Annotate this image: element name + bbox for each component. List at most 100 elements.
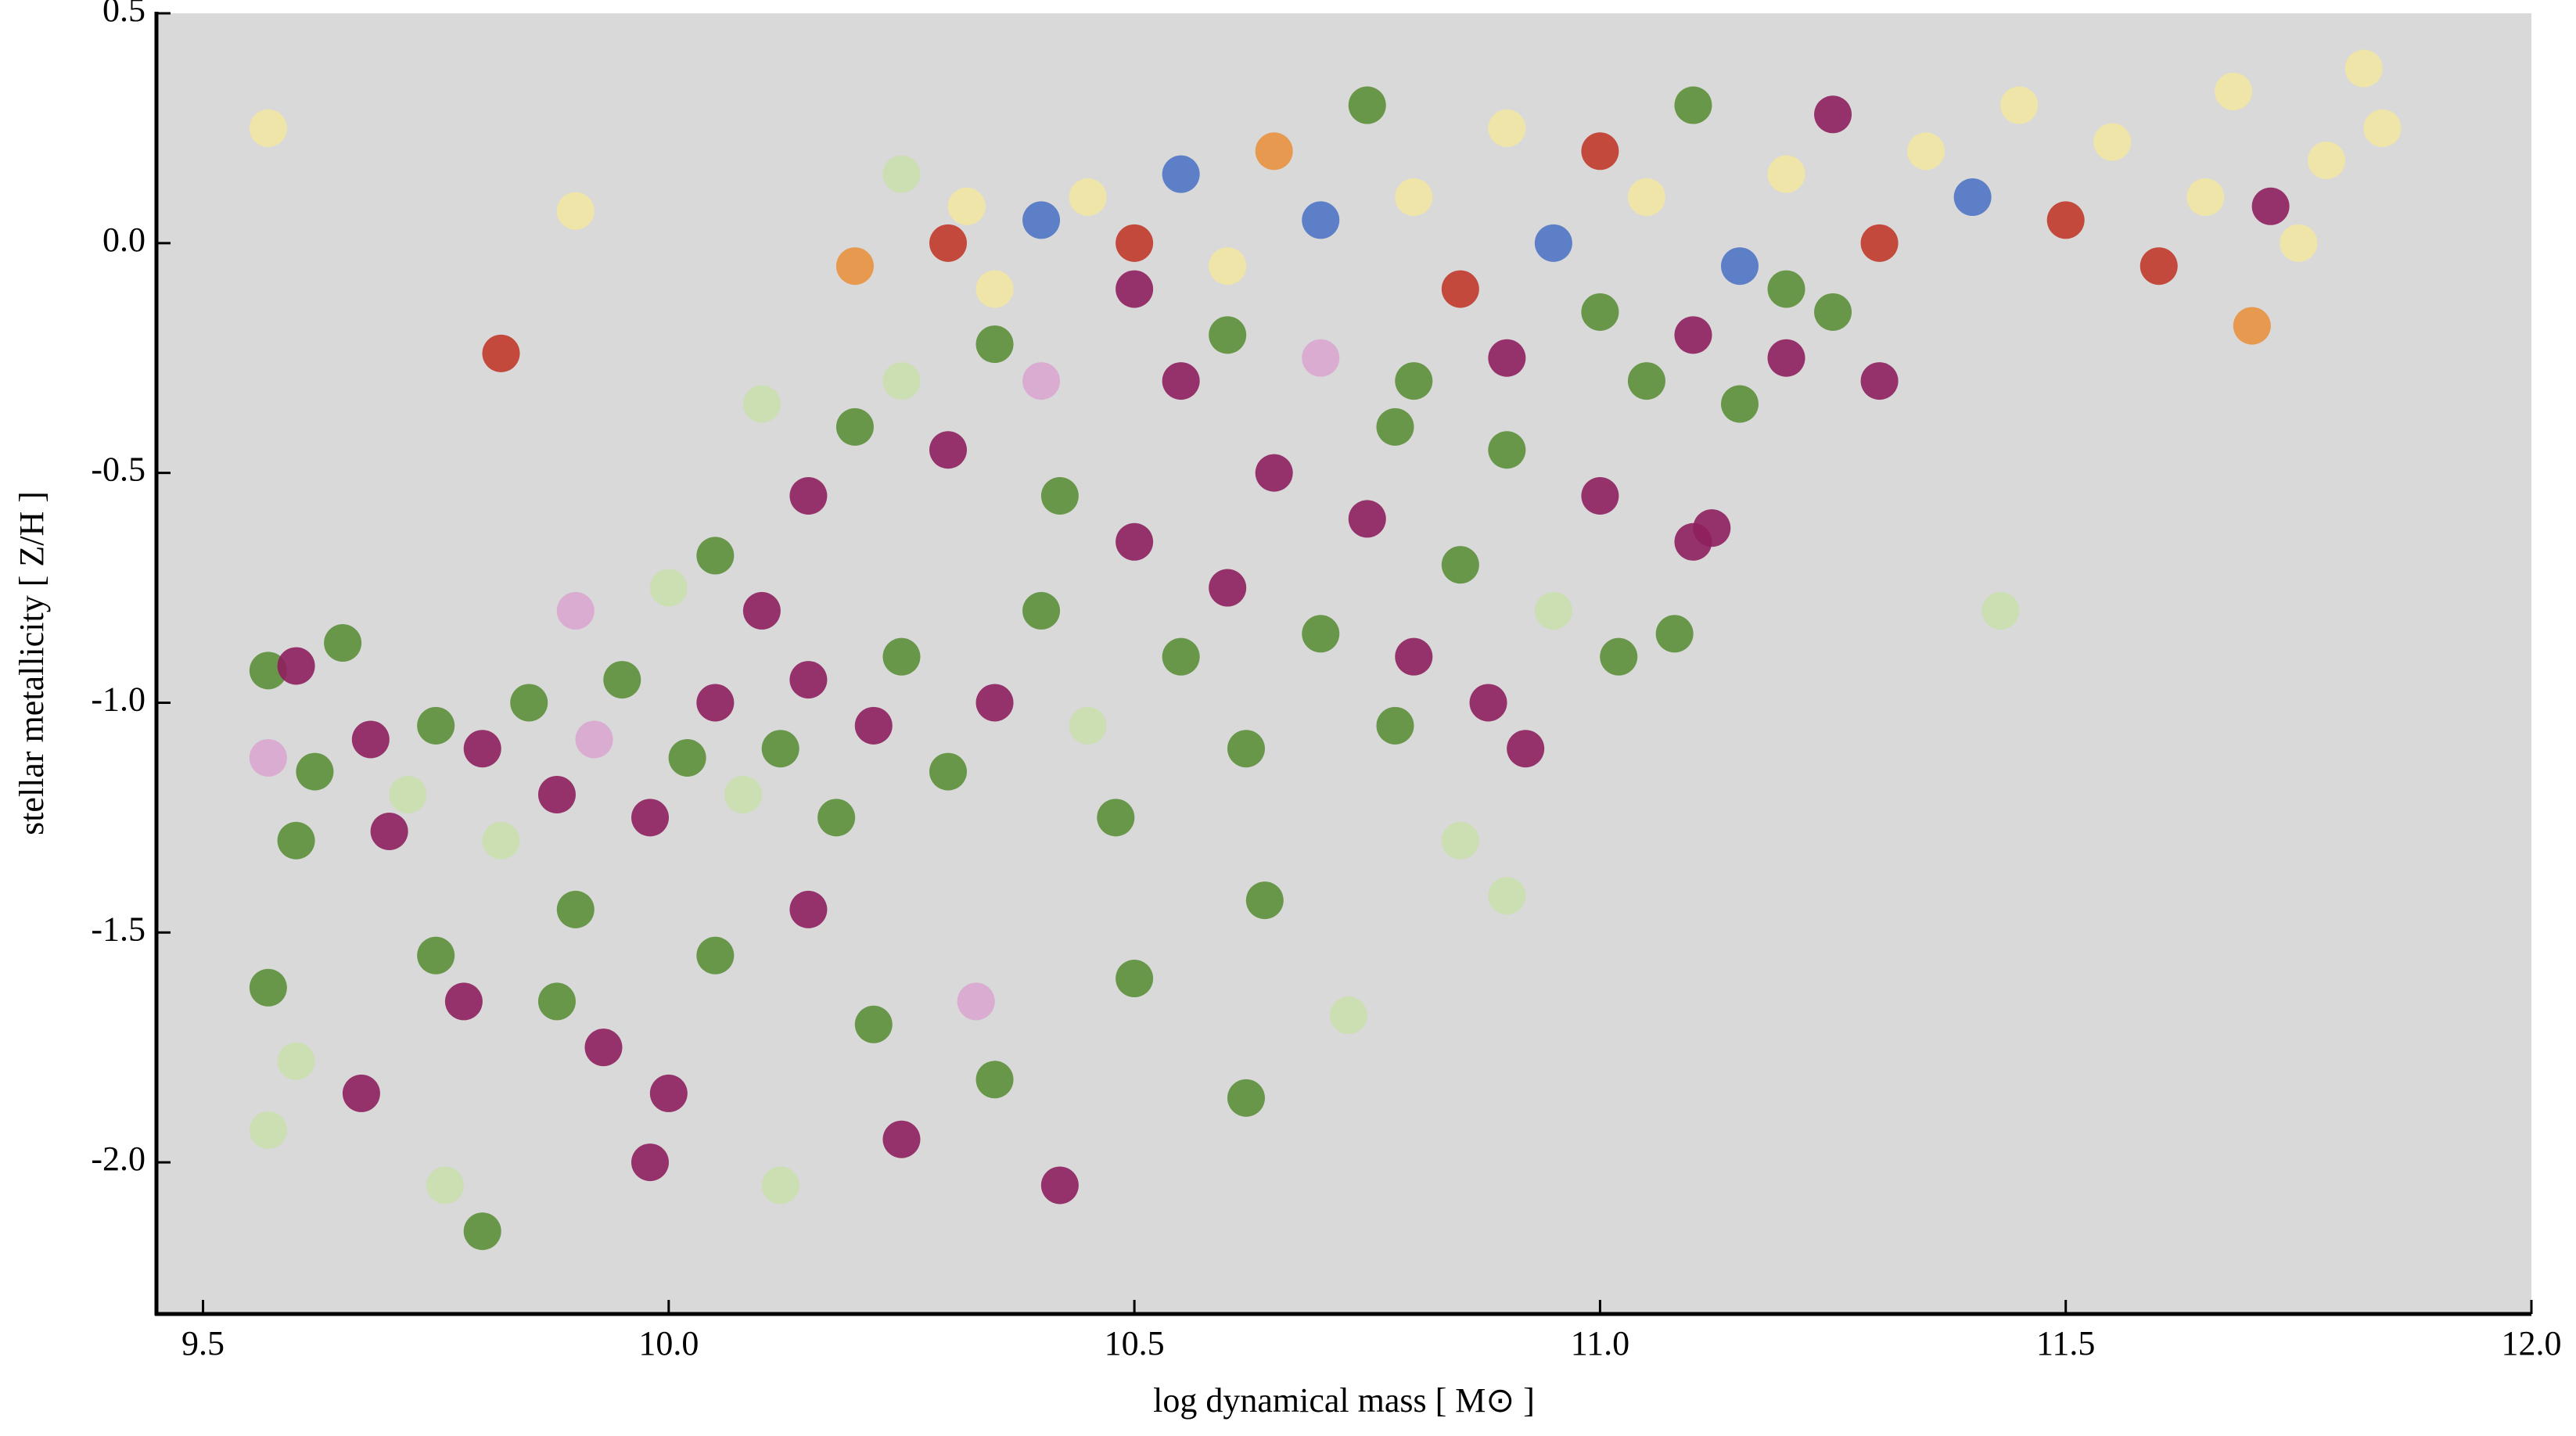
point (1627, 362, 1665, 400)
point (2344, 49, 2383, 88)
point (742, 385, 781, 423)
point (249, 968, 287, 1007)
y-axis-label: stellar metallicity [ Z/H ] (13, 491, 51, 835)
point (1022, 591, 1061, 630)
point (389, 775, 427, 813)
point (1116, 960, 1154, 998)
point (789, 890, 828, 928)
point (742, 591, 781, 630)
point (1488, 431, 1526, 469)
point (854, 706, 893, 745)
point (2363, 109, 2402, 147)
point (1209, 316, 1247, 354)
point (417, 706, 455, 745)
point (957, 982, 995, 1021)
point (1953, 178, 1992, 217)
point (1488, 877, 1526, 915)
point (324, 624, 362, 662)
point (1534, 224, 1572, 262)
point (575, 720, 613, 759)
point (1767, 339, 1805, 377)
point (556, 192, 595, 230)
point (1209, 247, 1247, 285)
point (1255, 132, 1293, 171)
point (1488, 339, 1526, 377)
point (556, 890, 595, 928)
point (1581, 477, 1619, 515)
point (668, 738, 706, 777)
point (975, 684, 1014, 722)
point (1097, 799, 1135, 837)
point (1488, 109, 1526, 147)
point (882, 1120, 921, 1158)
point (1116, 270, 1154, 308)
point (1907, 132, 1945, 171)
point (1069, 706, 1107, 745)
point (2093, 123, 2132, 161)
point (1441, 270, 1479, 308)
point (537, 982, 576, 1021)
y-tick-label: -2.0 (91, 1140, 146, 1178)
point (975, 325, 1014, 364)
point (1814, 95, 1852, 134)
point (1395, 362, 1433, 400)
point (817, 799, 856, 837)
point (1581, 132, 1619, 171)
point (510, 684, 548, 722)
point (1022, 362, 1061, 400)
x-tick-label: 10.5 (1105, 1324, 1165, 1362)
x-tick-label: 11.5 (2036, 1324, 2095, 1362)
point (1581, 293, 1619, 331)
point (1162, 637, 1200, 676)
point (1022, 201, 1061, 239)
point (2251, 187, 2290, 225)
point (444, 982, 483, 1021)
point (1302, 201, 1340, 239)
point (603, 661, 641, 699)
point (249, 652, 287, 690)
point (1814, 293, 1852, 331)
point (482, 334, 520, 372)
point (2000, 86, 2039, 124)
point (1674, 86, 1712, 124)
point (1674, 316, 1712, 354)
point (2308, 142, 2346, 180)
point (463, 1212, 501, 1251)
point (882, 637, 921, 676)
point (296, 752, 334, 791)
point (835, 407, 874, 446)
point (1441, 821, 1479, 860)
point (975, 270, 1014, 308)
point (696, 684, 735, 722)
point (1348, 86, 1386, 124)
point (417, 936, 455, 975)
point (631, 1143, 670, 1182)
x-axis-label: log dynamical mass [ M⊙ ] (1153, 1381, 1535, 1420)
point (1721, 247, 1759, 285)
point (696, 936, 735, 975)
x-tick-label: 11.0 (1571, 1324, 1629, 1362)
point (1245, 881, 1284, 920)
point (929, 224, 967, 262)
point (1162, 155, 1200, 193)
point (556, 591, 595, 630)
y-tick-label: -0.5 (91, 451, 146, 489)
point (482, 821, 520, 860)
point (649, 569, 688, 607)
point (1860, 362, 1899, 400)
point (1040, 477, 1079, 515)
point (1627, 178, 1665, 217)
point (724, 775, 763, 813)
point (1395, 178, 1433, 217)
y-tick-label: 0.5 (102, 0, 146, 29)
point (463, 730, 501, 768)
point (2139, 247, 2178, 285)
point (1069, 178, 1107, 217)
point (351, 720, 390, 759)
point (1376, 706, 1414, 745)
point (2215, 72, 2253, 110)
point (761, 1166, 799, 1204)
point (1227, 1079, 1265, 1117)
